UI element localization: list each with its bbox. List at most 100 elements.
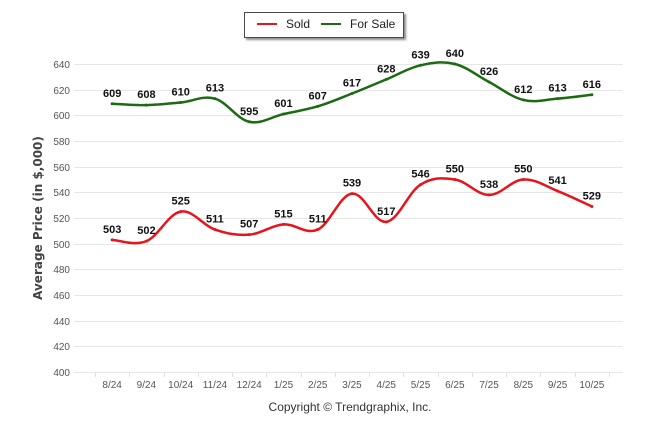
data-label-sold: 502: [137, 225, 155, 237]
x-tick-label: 7/25: [479, 380, 499, 391]
data-point-for-sale[interactable]: [144, 103, 148, 107]
x-tick-label: 3/25: [342, 380, 362, 391]
data-point-for-sale[interactable]: [213, 97, 217, 101]
x-tick-label: 8/24: [102, 380, 122, 391]
legend-label-sold: Sold: [286, 17, 311, 31]
y-tick-label: 520: [53, 214, 70, 225]
data-point-for-sale[interactable]: [419, 63, 423, 67]
data-point-sold[interactable]: [487, 193, 491, 197]
x-tick-label: 9/24: [137, 380, 157, 391]
y-axis-title: Average Price (in $,000): [31, 136, 45, 300]
data-label-sold: 525: [171, 196, 189, 208]
legend-item-for-sale[interactable]: For Sale: [321, 17, 395, 31]
data-point-for-sale[interactable]: [590, 93, 594, 97]
x-tick-label: 10/25: [579, 380, 604, 391]
data-label-for-sale: 617: [343, 78, 361, 90]
data-point-sold[interactable]: [556, 189, 560, 193]
data-label-sold: 511: [206, 214, 224, 226]
data-label-sold: 550: [446, 164, 464, 176]
data-labels: 503 502 525 511 507 515 511 539 517 546 550 538 550 5…: [103, 48, 601, 237]
y-tick-label: 640: [53, 60, 70, 71]
legend-label-for-sale: For Sale: [350, 17, 396, 31]
x-tick-label: 12/24: [237, 380, 262, 391]
data-point-for-sale[interactable]: [110, 102, 114, 106]
data-point-sold[interactable]: [350, 192, 354, 196]
data-label-sold: 546: [411, 169, 429, 181]
y-tick-label: 480: [53, 265, 70, 276]
data-label-sold: 503: [103, 224, 121, 236]
gridlines: [74, 64, 623, 373]
legend: Sold For Sale: [244, 12, 404, 38]
data-point-for-sale[interactable]: [556, 97, 560, 101]
data-label-for-sale: 640: [446, 48, 464, 60]
copyright-text: Copyright © Trendgraphix, Inc.: [268, 400, 432, 414]
data-label-sold: 515: [274, 208, 292, 220]
data-label-sold: 507: [240, 219, 258, 231]
x-axis-ticks: 8/24 9/24 10/24 11/24 12/24 1/25 2/25 3/25 4/25 5…: [95, 372, 610, 391]
data-label-sold: 511: [309, 214, 327, 226]
data-point-sold[interactable]: [144, 239, 148, 243]
x-tick-label: 2/25: [308, 380, 328, 391]
x-tick-label: 4/25: [377, 380, 397, 391]
y-tick-label: 580: [53, 137, 70, 148]
data-point-sold[interactable]: [281, 222, 285, 226]
data-point-for-sale[interactable]: [281, 112, 285, 116]
data-point-for-sale[interactable]: [179, 101, 183, 104]
data-label-for-sale: 609: [103, 88, 121, 100]
data-point-for-sale[interactable]: [487, 80, 491, 84]
data-point-sold[interactable]: [247, 233, 251, 237]
data-label-for-sale: 616: [583, 79, 601, 91]
y-tick-label: 560: [53, 163, 70, 174]
data-label-for-sale: 601: [274, 98, 292, 110]
data-label-for-sale: 628: [377, 63, 395, 75]
data-label-sold: 517: [377, 206, 395, 218]
data-point-sold[interactable]: [590, 204, 594, 208]
data-label-for-sale: 607: [309, 90, 327, 102]
y-tick-label: 600: [53, 111, 70, 122]
data-label-for-sale: 610: [171, 87, 189, 99]
data-point-for-sale[interactable]: [384, 77, 388, 81]
data-label-for-sale: 608: [137, 89, 155, 101]
data-point-sold[interactable]: [384, 220, 388, 224]
data-point-for-sale[interactable]: [247, 120, 251, 124]
y-axis-ticks: 400 420 440 460 480 500 520 540 560 580 600 620 640: [53, 60, 70, 379]
data-label-sold: 538: [480, 179, 498, 191]
x-tick-label: 8/25: [514, 380, 534, 391]
data-point-for-sale[interactable]: [316, 104, 320, 108]
y-tick-label: 460: [53, 291, 70, 302]
data-point-sold[interactable]: [110, 238, 114, 242]
legend-swatch-for-sale: [321, 23, 341, 25]
data-point-for-sale[interactable]: [521, 98, 525, 102]
data-point-sold[interactable]: [521, 178, 525, 181]
legend-swatch-sold: [257, 23, 277, 25]
y-tick-label: 540: [53, 188, 70, 199]
data-point-for-sale[interactable]: [453, 62, 457, 66]
data-label-sold: 529: [583, 190, 601, 202]
data-point-sold[interactable]: [179, 210, 183, 214]
data-label-sold: 550: [514, 164, 532, 176]
data-label-for-sale: 626: [480, 66, 498, 78]
y-tick-label: 400: [53, 368, 70, 379]
data-label-sold: 539: [343, 178, 361, 190]
data-point-sold[interactable]: [316, 228, 320, 232]
x-tick-label: 11/24: [203, 380, 228, 391]
data-point-sold[interactable]: [453, 178, 457, 181]
data-label-sold: 541: [548, 175, 566, 187]
y-tick-label: 420: [53, 342, 70, 353]
y-tick-label: 620: [53, 86, 70, 97]
data-label-for-sale: 612: [514, 84, 532, 96]
legend-item-sold[interactable]: Sold: [257, 17, 310, 31]
data-label-for-sale: 613: [548, 83, 566, 95]
x-tick-label: 1/25: [274, 380, 294, 391]
data-point-for-sale[interactable]: [350, 92, 354, 96]
x-tick-label: 5/25: [411, 380, 431, 391]
data-point-sold[interactable]: [419, 183, 423, 187]
data-point-sold[interactable]: [213, 228, 217, 232]
x-tick-label: 10/24: [168, 380, 193, 391]
data-label-for-sale: 595: [240, 106, 258, 118]
data-label-for-sale: 639: [411, 49, 429, 61]
series-lines: [110, 61, 594, 245]
y-tick-label: 500: [53, 240, 70, 251]
x-tick-label: 6/25: [445, 380, 465, 391]
